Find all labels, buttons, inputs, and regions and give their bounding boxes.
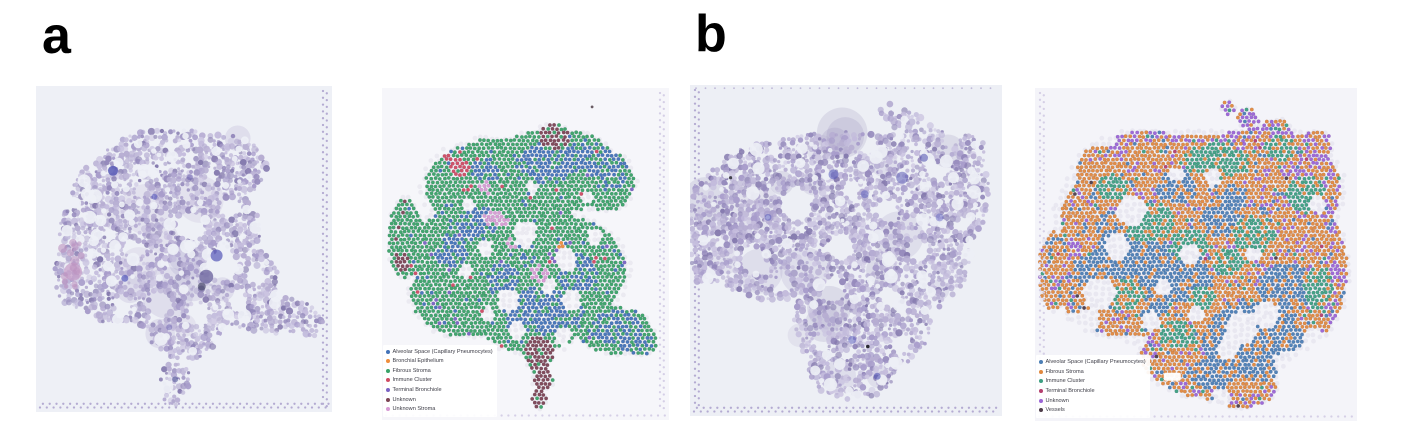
legend-item: Vessels xyxy=(1039,405,1146,415)
legend-label: Unknown xyxy=(392,396,416,403)
panel-a-label: a xyxy=(42,7,71,65)
cluster-map-canvas xyxy=(1037,91,1353,418)
panel-a-legend: Alveolar Space (Capillary Pneumocytes) Br… xyxy=(383,344,497,417)
legend-label: Vessels xyxy=(1045,407,1065,414)
legend-swatch-icon xyxy=(386,397,390,402)
panel-b-label: b xyxy=(695,5,727,63)
legend-label: Fibrous Stroma xyxy=(1045,368,1084,375)
legend-item: Fibrous Stroma xyxy=(386,366,493,376)
histology-canvas xyxy=(38,89,330,410)
legend-swatch-icon xyxy=(386,407,390,412)
legend-item: Immune Cluster xyxy=(386,376,493,386)
legend-item: Alveolar Space (Capillary Pneumocytes) xyxy=(1039,357,1146,367)
legend-label: Unknown xyxy=(1045,397,1069,404)
legend-label: Fibrous Stroma xyxy=(392,367,431,374)
legend-label: Alveolar Space (Capillary Pneumocytes) xyxy=(392,348,493,355)
panel-b-legend: Alveolar Space (Capillary Pneumocytes) Fi… xyxy=(1036,355,1150,418)
legend-item: Unknown xyxy=(1039,396,1146,406)
legend-swatch-icon xyxy=(386,368,390,373)
legend-item: Fibrous Stroma xyxy=(1039,367,1146,377)
legend-item: Immune Cluster xyxy=(1039,377,1146,387)
panel-a-cluster-map: Alveolar Space (Capillary Pneumocytes) Br… xyxy=(382,88,669,420)
legend-swatch-icon xyxy=(1039,379,1043,384)
legend-item: Terminal Bronchiole xyxy=(1039,386,1146,396)
legend-item: Alveolar Space (Capillary Pneumocytes) xyxy=(386,347,493,357)
legend-swatch-icon xyxy=(1039,408,1043,413)
cluster-map-canvas xyxy=(384,91,666,417)
legend-swatch-icon xyxy=(1039,369,1043,374)
legend-label: Terminal Bronchiole xyxy=(392,387,442,394)
legend-item: Unknown Stroma xyxy=(386,404,493,414)
legend-swatch-icon xyxy=(386,378,390,383)
legend-item: Terminal Bronchiole xyxy=(386,385,493,395)
histology-canvas xyxy=(690,87,998,413)
legend-swatch-icon xyxy=(1039,398,1043,403)
legend-label: Immune Cluster xyxy=(1045,378,1085,385)
legend-label: Alveolar Space (Capillary Pneumocytes) xyxy=(1045,359,1146,366)
legend-swatch-icon xyxy=(386,349,390,354)
legend-item: Bronchial Epithelium xyxy=(386,356,493,366)
legend-swatch-icon xyxy=(386,388,390,393)
legend-swatch-icon xyxy=(386,359,390,364)
legend-label: Terminal Bronchiole xyxy=(1045,388,1095,395)
panel-b-histology-image xyxy=(690,85,1002,416)
legend-swatch-icon xyxy=(1039,389,1043,394)
legend-item: Unknown xyxy=(386,395,493,405)
legend-label: Unknown Stroma xyxy=(392,406,436,413)
panel-b-cluster-map: Alveolar Space (Capillary Pneumocytes) Fi… xyxy=(1035,88,1357,421)
panel-a-histology-image xyxy=(36,86,332,412)
legend-swatch-icon xyxy=(1039,360,1043,365)
legend-label: Bronchial Epithelium xyxy=(392,358,444,365)
legend-label: Immune Cluster xyxy=(392,377,432,384)
